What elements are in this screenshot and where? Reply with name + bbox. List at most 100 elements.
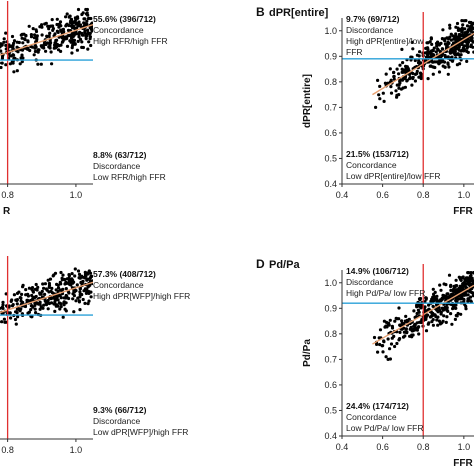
data-point (444, 42, 448, 47)
data-point (10, 304, 15, 308)
data-point (437, 319, 441, 323)
data-point (20, 36, 24, 40)
data-point (64, 287, 68, 291)
data-point (52, 273, 56, 277)
data-point (456, 297, 460, 301)
data-point (67, 23, 71, 28)
data-point (38, 307, 42, 311)
data-point (413, 79, 417, 83)
data-point (14, 322, 18, 326)
data-point (30, 286, 35, 290)
data-point (394, 89, 398, 93)
annotation-line: Low dPR[WFP]/high FFR (93, 427, 188, 437)
data-point (64, 37, 69, 41)
data-point (469, 44, 473, 49)
data-point (456, 311, 460, 316)
y-tick-label: 0.6 (324, 380, 337, 390)
data-point (56, 30, 60, 34)
data-point (2, 317, 6, 321)
data-point (443, 55, 448, 59)
data-point (395, 341, 399, 346)
y-axis-label: dPR[entire] (302, 74, 313, 128)
data-point (56, 289, 60, 293)
data-point (440, 306, 444, 310)
data-point (61, 273, 65, 277)
data-point (450, 55, 454, 59)
data-point (471, 294, 474, 298)
data-point (33, 49, 38, 54)
data-point (441, 296, 445, 300)
x-tick-label: 0.4 (336, 190, 349, 200)
data-point (81, 33, 85, 37)
data-point (401, 335, 406, 339)
data-point (75, 22, 79, 26)
data-point (466, 42, 470, 46)
x-tick-label: 0.6 (376, 190, 389, 200)
data-point (447, 273, 452, 277)
data-point (470, 26, 474, 30)
data-point (429, 37, 433, 41)
data-point (35, 288, 39, 292)
data-point (376, 78, 380, 82)
data-point (456, 28, 460, 32)
data-point (30, 293, 34, 298)
x-tick-label: 1.0 (70, 445, 83, 455)
data-point (394, 316, 398, 320)
data-point (81, 297, 85, 302)
data-point (87, 16, 91, 20)
data-point (389, 91, 394, 95)
y-tick-label: 1.0 (324, 26, 337, 36)
data-point (72, 310, 76, 314)
data-point (433, 313, 437, 317)
data-point (449, 312, 453, 316)
data-point (86, 47, 90, 51)
data-point (78, 308, 82, 312)
data-point (397, 306, 401, 310)
data-point (2, 37, 6, 41)
data-point (389, 342, 394, 346)
data-point (0, 306, 4, 310)
data-point (58, 280, 62, 284)
data-point (85, 19, 89, 23)
data-point (21, 41, 25, 45)
data-point (75, 48, 79, 52)
data-point (456, 289, 460, 293)
data-point (27, 24, 31, 28)
data-point (383, 81, 387, 85)
data-point (395, 83, 399, 87)
panel-d: 0.4 0.6 0.8 1.0 0.4 0.5 0.6 0.7 0.8 0.9 1.0 FFR Pd/P… (256, 257, 474, 469)
panel-title: dPR[entire] (269, 7, 329, 19)
data-point (408, 75, 412, 80)
data-point (65, 294, 69, 299)
data-point (426, 77, 430, 81)
data-point (441, 37, 445, 41)
data-point (376, 350, 380, 354)
data-point (4, 31, 8, 35)
data-point (392, 75, 396, 79)
data-point (425, 50, 429, 54)
data-point (459, 53, 463, 57)
data-point (397, 338, 401, 342)
data-point (49, 296, 53, 300)
data-point (44, 49, 48, 53)
x-tick-label: 1.0 (70, 190, 83, 200)
data-point (446, 72, 450, 76)
data-point (460, 285, 464, 289)
data-point (20, 292, 24, 296)
data-point (384, 72, 388, 76)
data-point (24, 34, 28, 38)
data-point (89, 290, 93, 294)
data-point (449, 284, 453, 289)
data-point (445, 307, 449, 311)
data-point (15, 298, 19, 303)
data-point (43, 282, 48, 286)
data-point (87, 299, 91, 303)
data-point (441, 28, 445, 32)
data-point (386, 357, 390, 361)
data-point (408, 72, 412, 77)
data-point (85, 287, 89, 292)
data-point (8, 311, 12, 315)
data-point (1, 300, 5, 304)
data-point (15, 69, 19, 73)
